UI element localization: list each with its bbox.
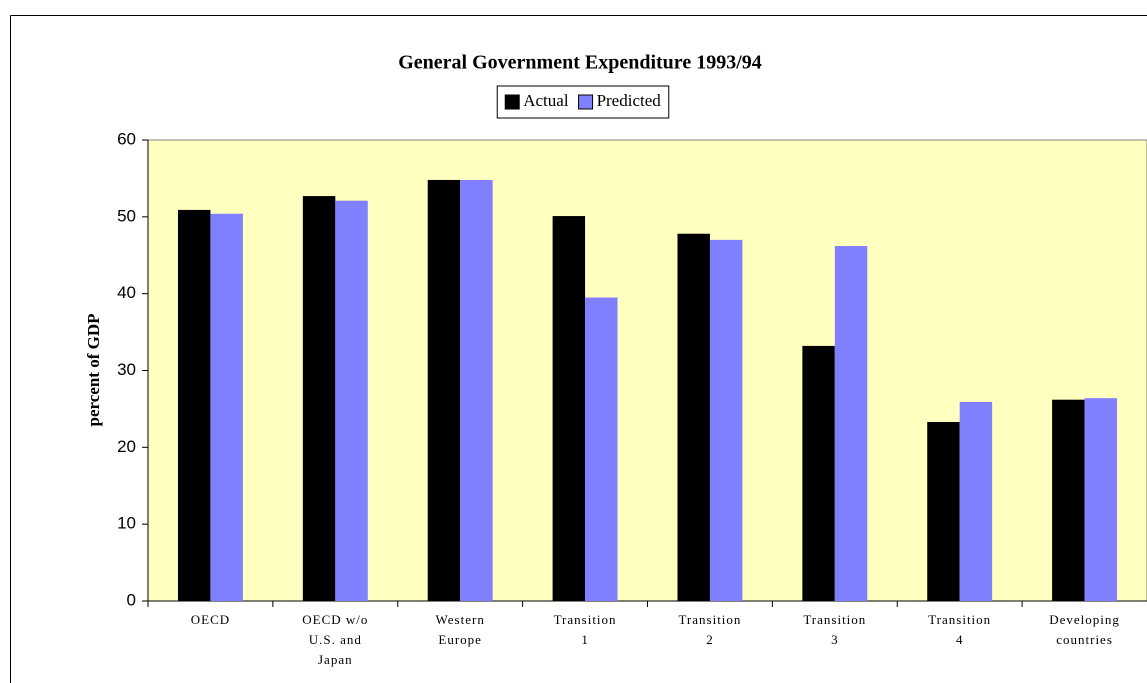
x-tick-label-line: 2: [706, 632, 714, 647]
x-tick-label-line: Europe: [438, 632, 482, 647]
bar: [709, 239, 743, 601]
y-tick-label: 10: [117, 514, 136, 533]
y-tick-label: 20: [117, 437, 136, 456]
x-tick-label-line: Western: [436, 612, 485, 627]
x-tick-label-line: OECD w/o: [302, 612, 368, 627]
x-tick-label: Transition 1: [554, 612, 617, 647]
y-tick-label: 50: [117, 206, 136, 225]
y-tick-label: 0: [127, 590, 136, 609]
bar: [1052, 399, 1085, 601]
x-tick-label: Transition 3: [803, 612, 866, 647]
bar: [927, 421, 960, 601]
plot-area: [147, 139, 1147, 602]
x-tick-label-line: Transition: [803, 612, 866, 627]
bar: [802, 345, 835, 601]
x-tick-label: Transition 4: [928, 612, 991, 647]
bar: [585, 297, 618, 601]
bar: [677, 233, 710, 601]
x-tick-label-line: OECD: [191, 612, 230, 627]
x-tick-label-line: Japan: [318, 652, 353, 667]
legend-label: Predicted: [597, 91, 662, 110]
x-tick-label: Western Europe: [436, 612, 485, 647]
y-tick-label: 60: [117, 129, 136, 148]
x-tick-label-line: 4: [956, 632, 964, 647]
x-tick-label: OECD: [191, 612, 230, 627]
x-tick-label: Transition 2: [678, 612, 741, 647]
bar: [302, 196, 336, 602]
x-tick-label: Developing countries: [1049, 612, 1120, 647]
x-tick-label-line: Transition: [554, 612, 617, 627]
bar: [959, 402, 993, 601]
bar: [552, 216, 586, 601]
y-tick-label: 40: [117, 283, 136, 302]
bar: [460, 179, 493, 601]
x-tick-label-line: Transition: [928, 612, 991, 627]
chart-title: General Government Expenditure 1993/94: [398, 52, 762, 74]
x-tick-label-line: 3: [831, 632, 839, 647]
x-tick-label-line: Developing: [1049, 612, 1120, 627]
x-tick-label-line: countries: [1056, 632, 1113, 647]
x-tick-label-line: Transition: [678, 612, 741, 627]
x-tick-label: OECD w/o U.S. and Japan: [302, 612, 368, 667]
x-tick-label-line: 1: [581, 632, 589, 647]
bar: [1084, 398, 1118, 601]
bar: [335, 200, 368, 601]
legend-swatch: [504, 94, 520, 110]
legend-label: Actual: [523, 91, 569, 110]
y-tick-label: 30: [117, 360, 136, 379]
y-axis-label: percent of GDP: [84, 314, 103, 427]
bar: [210, 213, 243, 601]
legend-swatch: [578, 94, 594, 110]
bar: [177, 209, 211, 601]
bar: [834, 246, 868, 601]
bar: [427, 179, 461, 601]
x-tick-label-line: U.S. and: [309, 632, 362, 647]
